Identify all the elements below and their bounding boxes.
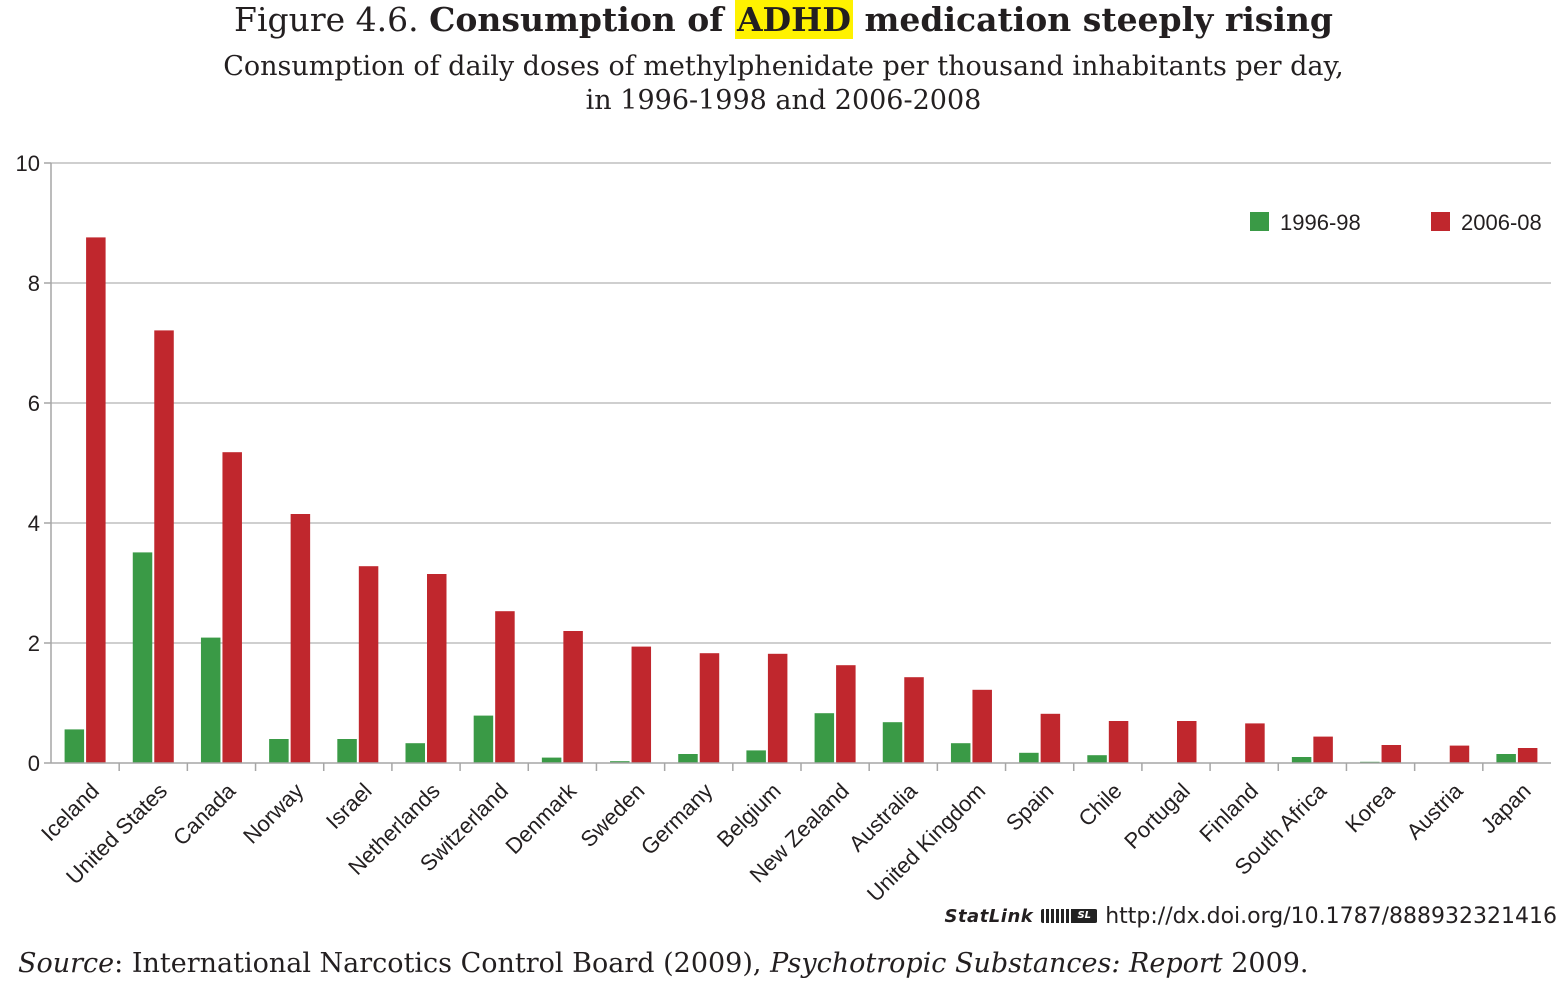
statlink-name: StatLink — [944, 905, 1034, 927]
y-tick-label: 0 — [28, 751, 40, 776]
x-tick-label: Denmark — [500, 777, 581, 858]
bar-second-netherlands — [427, 574, 447, 763]
statlink-url[interactable]: http://dx.doi.org/10.1787/888932321416 — [1105, 903, 1557, 929]
bar-second-australia — [904, 677, 924, 763]
x-tick-label: Iceland — [36, 778, 104, 846]
bar-second-new-zealand — [836, 665, 856, 763]
bar-first-sweden — [610, 761, 630, 763]
source-year: 2009. — [1222, 948, 1309, 979]
y-tick-label: 4 — [28, 511, 40, 536]
statlink: StatLink http://dx.doi.org/10.1787/88893… — [944, 901, 1557, 931]
bar-second-united-states — [154, 330, 174, 763]
y-tick-label: 10 — [16, 151, 40, 176]
source-text: : International Narcotics Control Board … — [114, 948, 771, 979]
figure-number: Figure 4.6. — [234, 0, 430, 39]
bar-first-spain — [1019, 752, 1039, 763]
bar-first-denmark — [541, 757, 562, 763]
bar-second-israel — [358, 566, 379, 763]
title-bold-part: Consumption of — [429, 0, 735, 39]
bar-second-belgium — [767, 653, 788, 763]
x-tick-label: Israel — [321, 778, 377, 834]
bar-first-germany — [678, 754, 698, 763]
bar-first-netherlands — [405, 743, 425, 763]
x-tick-label: Spain — [1001, 778, 1058, 835]
bar-second-united-kingdom — [972, 689, 992, 763]
y-tick-label: 8 — [28, 271, 40, 296]
x-tick-label: Japan — [1476, 778, 1536, 838]
x-tick-label: Norway — [238, 778, 308, 848]
source-note: Source: International Narcotics Control … — [18, 944, 1309, 984]
axes — [50, 163, 1551, 771]
source-publication: Psychotropic Substances: Report — [770, 948, 1223, 979]
figure-title: Figure 4.6. Consumption of ADHD medicati… — [0, 0, 1567, 40]
bar-second-switzerland — [495, 611, 515, 763]
bar-first-south-africa — [1291, 757, 1312, 763]
x-tick-label: Austria — [1401, 778, 1468, 845]
bar-second-portugal — [1177, 721, 1197, 763]
bar-first-united-kingdom — [950, 743, 971, 763]
legend-swatch — [1431, 212, 1450, 231]
gridlines — [51, 162, 1551, 644]
bar-first-iceland — [64, 729, 85, 763]
bars — [64, 237, 1538, 763]
subtitle-line-2: in 1996-1998 and 2006-2008 — [585, 85, 982, 116]
legend-label: 1996-98 — [1280, 210, 1361, 235]
x-tick-label: Chile — [1074, 778, 1127, 831]
bar-second-norway — [290, 514, 311, 763]
bar-second-south-africa — [1313, 736, 1333, 763]
title-bold-part-end: medication steeply rising — [852, 0, 1333, 39]
x-tick-label: Germany — [636, 778, 718, 860]
x-tick-label: Finland — [1194, 778, 1263, 847]
bar-second-spain — [1040, 713, 1061, 763]
bar-second-canada — [222, 452, 242, 763]
bar-second-finland — [1245, 723, 1265, 763]
subtitle-line-1: Consumption of daily doses of methylphen… — [223, 51, 1344, 82]
bar-first-new-zealand — [814, 713, 835, 763]
bar-second-sweden — [631, 646, 652, 763]
bar-second-japan — [1517, 748, 1538, 763]
x-tick-label: Canada — [168, 778, 241, 851]
bar-first-united-states — [132, 552, 153, 763]
x-tick-label: United Kingdom — [862, 778, 990, 906]
bar-second-korea — [1381, 745, 1402, 763]
bar-first-switzerland — [473, 715, 494, 763]
bar-second-chile — [1108, 721, 1129, 763]
bar-first-chile — [1087, 755, 1107, 763]
y-tick-label: 6 — [28, 391, 40, 416]
bar-first-israel — [337, 739, 357, 763]
statlink-logo-icon — [1041, 909, 1098, 923]
bar-first-australia — [882, 722, 903, 763]
figure-subtitle: Consumption of daily doses of methylphen… — [0, 50, 1567, 118]
source-label: Source — [18, 948, 115, 979]
legend-swatch — [1250, 212, 1269, 231]
x-tick-label: Korea — [1340, 778, 1400, 838]
x-tick-label: Portugal — [1119, 778, 1195, 854]
bar-first-japan — [1496, 754, 1516, 763]
bar-first-norway — [269, 739, 289, 763]
bar-first-belgium — [746, 750, 766, 763]
title-highlight: ADHD — [734, 0, 853, 39]
y-axis-ticks: 0 2 4 6 8 10 — [16, 151, 51, 776]
bar-second-denmark — [563, 631, 583, 763]
legend: 1996-98 2006-08 — [1250, 210, 1542, 235]
bar-first-canada — [200, 637, 221, 763]
y-tick-label: 2 — [28, 631, 40, 656]
bar-second-germany — [699, 653, 720, 763]
bar-second-iceland — [86, 237, 106, 763]
legend-label: 2006-08 — [1461, 210, 1542, 235]
bar-second-austria — [1449, 745, 1470, 763]
